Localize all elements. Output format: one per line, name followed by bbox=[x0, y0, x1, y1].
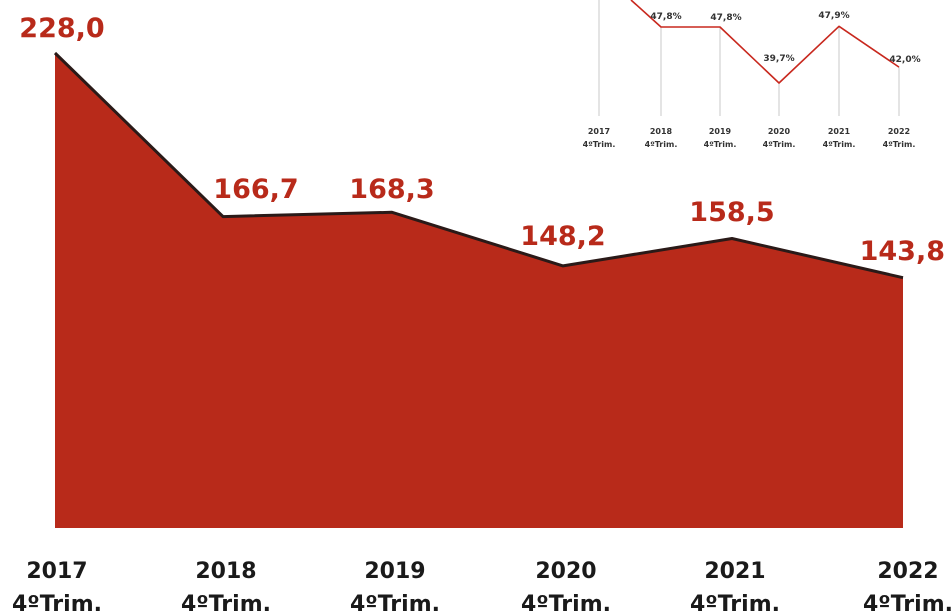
data-label-2022: 143,8 bbox=[860, 236, 945, 267]
area-series-fill bbox=[55, 53, 903, 528]
inset-tick-quarter-2022: 4ºTrim. bbox=[883, 140, 916, 149]
x-tick-year-2017: 2017 bbox=[26, 559, 87, 584]
inset-data-label-2022: 42,0% bbox=[889, 55, 920, 65]
data-label-2020: 148,2 bbox=[520, 221, 605, 252]
x-tick-year-2019: 2019 bbox=[364, 559, 425, 584]
data-label-2019: 168,3 bbox=[349, 174, 434, 205]
x-tick-quarter-2022: 4ºTrim. bbox=[863, 592, 952, 614]
inset-tick-year-2019: 2019 bbox=[709, 127, 732, 136]
x-tick-quarter-2017: 4ºTrim. bbox=[12, 592, 102, 614]
inset-tick-year-2022: 2022 bbox=[888, 127, 910, 136]
x-tick-quarter-2020: 4ºTrim. bbox=[521, 592, 611, 614]
inset-tick-year-2017: 2017 bbox=[588, 127, 610, 136]
inset-tick-quarter-2017: 4ºTrim. bbox=[583, 140, 616, 149]
inset-data-label-2019: 47,8% bbox=[710, 13, 741, 23]
inset-tick-quarter-2018: 4ºTrim. bbox=[645, 140, 678, 149]
inset-tick-year-2018: 2018 bbox=[650, 127, 673, 136]
x-tick-quarter-2021: 4ºTrim. bbox=[690, 592, 780, 614]
inset-data-label-2020: 39,7% bbox=[763, 54, 794, 64]
inset-tick-quarter-2020: 4ºTrim. bbox=[763, 140, 796, 149]
x-tick-year-2021: 2021 bbox=[704, 559, 765, 584]
x-tick-year-2020: 2020 bbox=[535, 559, 596, 584]
inset-tick-year-2020: 2020 bbox=[768, 127, 791, 136]
x-tick-quarter-2019: 4ºTrim. bbox=[350, 592, 440, 614]
inset-data-label-2021: 47,9% bbox=[818, 11, 849, 21]
inset-tick-quarter-2019: 4ºTrim. bbox=[704, 140, 737, 149]
area-series-outline bbox=[53, 51, 904, 280]
inset-tick-quarter-2021: 4ºTrim. bbox=[823, 140, 856, 149]
x-tick-quarter-2018: 4ºTrim. bbox=[181, 592, 271, 614]
data-label-2017: 228,0 bbox=[19, 13, 104, 44]
inset-line-chart: 47,8% 47,8% 39,7% 47,9% 42,0% 2017 4ºTrim. 2018… bbox=[583, 0, 921, 149]
x-tick-year-2018: 2018 bbox=[195, 559, 256, 584]
data-label-2021: 158,5 bbox=[689, 197, 774, 228]
inset-line-series bbox=[630, 0, 900, 84]
inset-tick-year-2021: 2021 bbox=[828, 127, 851, 136]
inset-data-label-2018: 47,8% bbox=[650, 12, 681, 22]
x-tick-year-2022: 2022 bbox=[877, 559, 938, 584]
main-area-chart: 228,0 166,7 168,3 148,2 158,5 143,8 2017 4ºTrim… bbox=[12, 13, 952, 614]
data-label-2018: 166,7 bbox=[213, 174, 298, 205]
